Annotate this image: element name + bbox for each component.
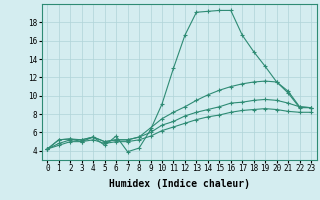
X-axis label: Humidex (Indice chaleur): Humidex (Indice chaleur) [109,179,250,189]
